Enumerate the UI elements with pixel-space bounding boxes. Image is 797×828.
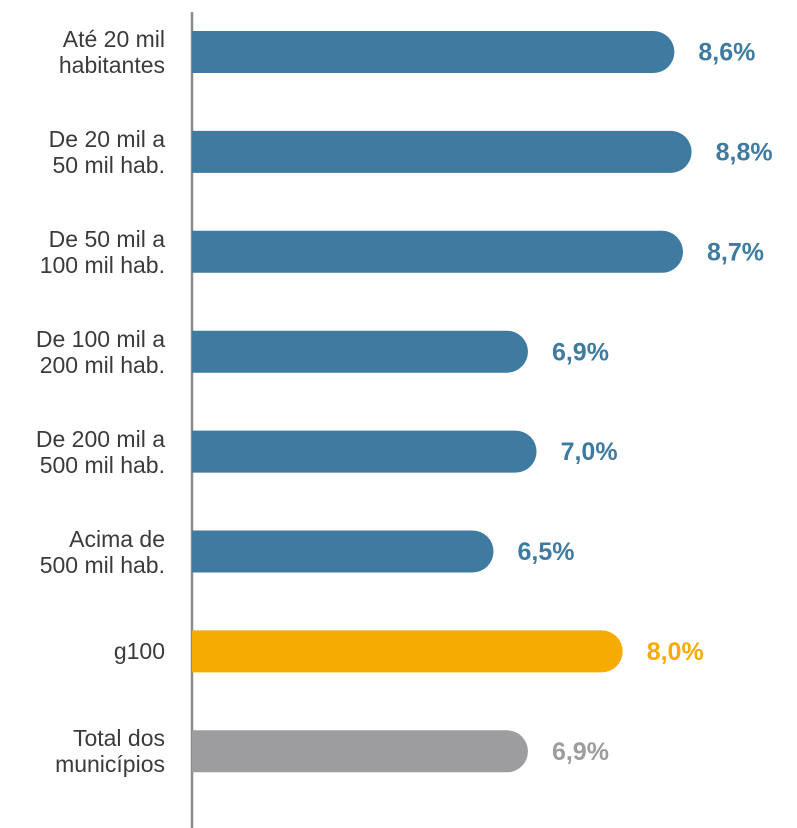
bar	[192, 630, 623, 673]
category-label: De 100 mil a 200 mil hab.	[35, 325, 165, 378]
value-label: 6,9%	[552, 338, 609, 366]
bar	[192, 530, 494, 573]
value-label: 8,0%	[647, 638, 704, 666]
bar	[192, 230, 683, 273]
category-label: Até 20 mil habitantes	[58, 26, 165, 78]
bar	[192, 330, 528, 373]
value-label: 8,8%	[716, 139, 773, 167]
value-label: 8,7%	[707, 238, 764, 266]
category-label: De 50 mil a 100 mil hab.	[39, 225, 165, 278]
category-label: Acima de 500 mil hab.	[39, 525, 165, 578]
category-label: De 200 mil a 500 mil hab.	[35, 425, 165, 478]
bar	[192, 31, 675, 73]
value-label: 7,0%	[561, 438, 618, 466]
bar	[192, 730, 528, 773]
value-label: 8,6%	[698, 39, 755, 67]
bar	[192, 130, 692, 173]
category-label: g100	[113, 638, 165, 665]
category-label: Total dos municípios	[55, 725, 165, 778]
bar	[192, 430, 537, 473]
value-label: 6,5%	[518, 538, 575, 566]
category-label: De 20 mil a 50 mil hab.	[48, 125, 165, 178]
value-label: 6,9%	[552, 738, 609, 766]
